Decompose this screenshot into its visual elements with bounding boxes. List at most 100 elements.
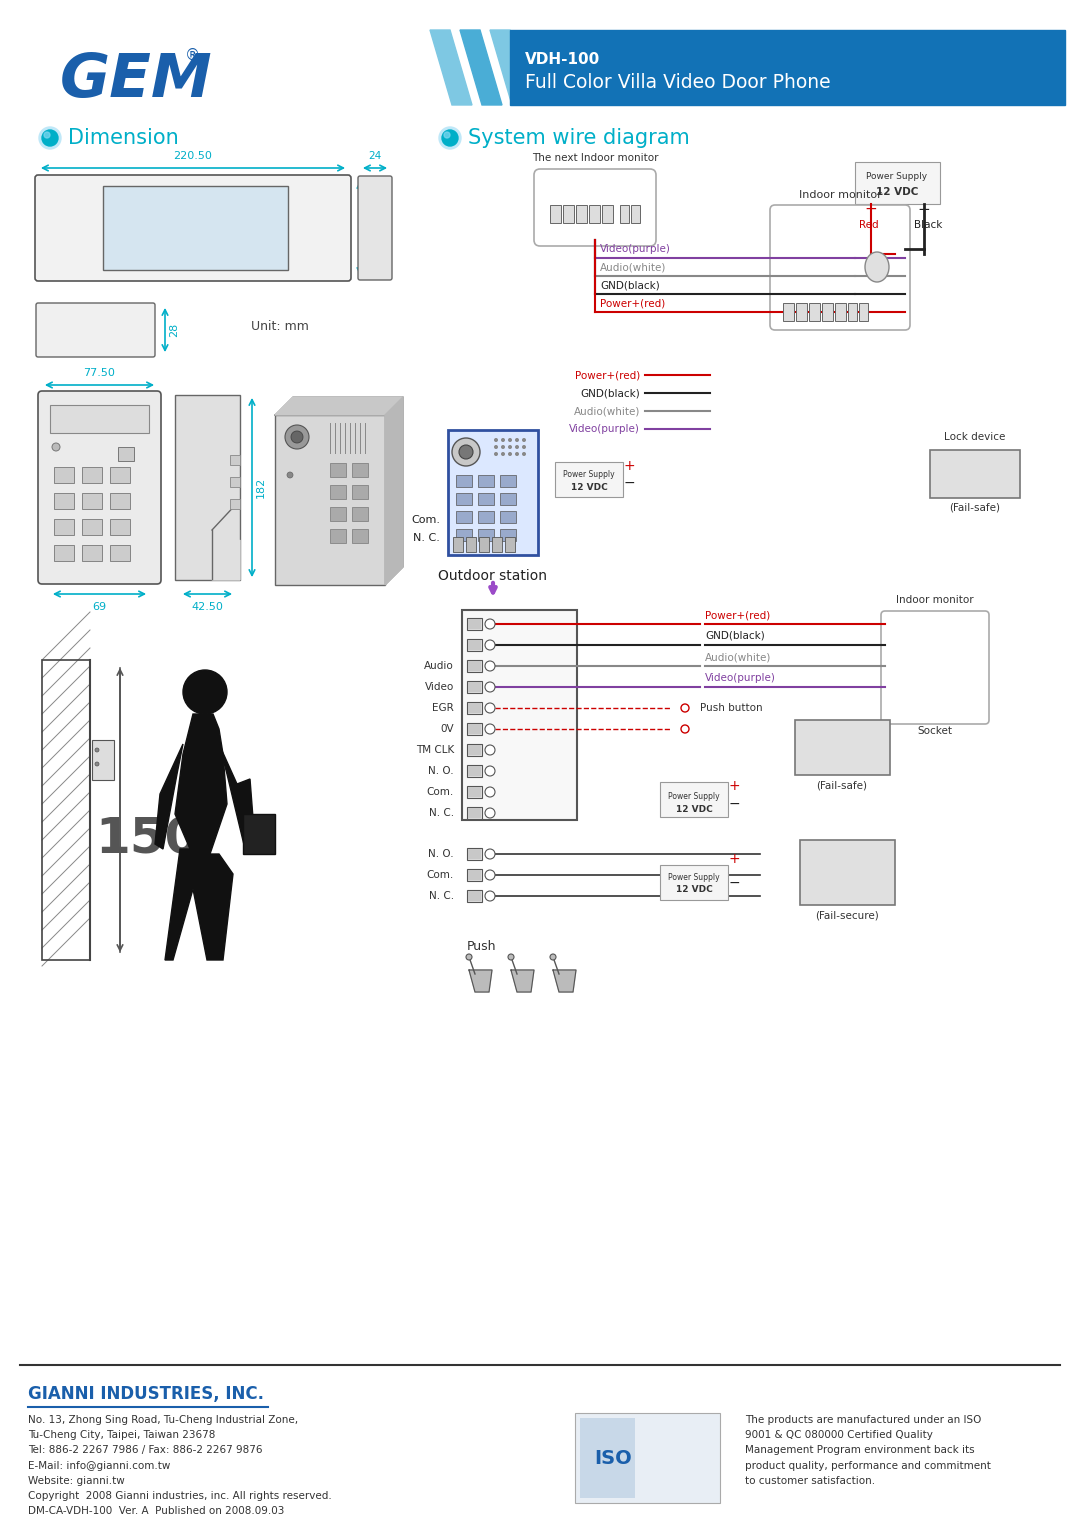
Bar xyxy=(505,538,515,551)
Bar xyxy=(809,302,820,321)
Bar xyxy=(563,205,573,223)
Circle shape xyxy=(501,438,505,441)
Circle shape xyxy=(465,954,472,960)
Polygon shape xyxy=(219,744,255,849)
Bar xyxy=(118,447,134,461)
Bar xyxy=(467,806,482,818)
Text: 77.50: 77.50 xyxy=(83,368,114,379)
Text: GND(black): GND(black) xyxy=(580,388,640,399)
Bar xyxy=(54,493,75,508)
Polygon shape xyxy=(175,715,227,854)
Bar xyxy=(468,683,481,692)
Text: −: − xyxy=(623,476,635,490)
Text: Indoor monitor: Indoor monitor xyxy=(798,189,881,200)
Bar xyxy=(448,431,538,554)
Text: Outdoor station: Outdoor station xyxy=(438,570,546,583)
Text: 0V: 0V xyxy=(441,724,454,734)
Text: Audio(white): Audio(white) xyxy=(600,263,666,272)
FancyBboxPatch shape xyxy=(38,391,161,583)
Bar xyxy=(467,702,482,715)
Bar xyxy=(352,528,368,544)
Text: System wire diagram: System wire diagram xyxy=(468,128,690,148)
Text: 28: 28 xyxy=(168,322,179,337)
Bar xyxy=(500,528,516,541)
Circle shape xyxy=(501,452,505,457)
Bar xyxy=(110,519,130,534)
FancyBboxPatch shape xyxy=(357,176,392,279)
FancyBboxPatch shape xyxy=(534,169,656,246)
Bar xyxy=(453,538,463,551)
Bar xyxy=(456,512,472,524)
Bar xyxy=(54,519,75,534)
Bar xyxy=(492,538,502,551)
Bar xyxy=(468,890,481,901)
Bar xyxy=(50,405,149,434)
Ellipse shape xyxy=(865,252,889,282)
Circle shape xyxy=(485,618,495,629)
Bar xyxy=(848,302,858,321)
Text: (Fail-safe): (Fail-safe) xyxy=(816,780,867,791)
Bar xyxy=(468,640,481,651)
Polygon shape xyxy=(165,849,233,960)
Circle shape xyxy=(485,724,495,734)
Text: Video(purple): Video(purple) xyxy=(569,425,640,434)
Bar xyxy=(580,1419,635,1498)
Bar xyxy=(54,467,75,483)
Ellipse shape xyxy=(39,127,60,150)
Text: 12 VDC: 12 VDC xyxy=(676,886,713,893)
Bar xyxy=(589,205,600,223)
Polygon shape xyxy=(511,970,534,993)
Text: 12 VDC: 12 VDC xyxy=(570,483,607,492)
Circle shape xyxy=(485,767,495,776)
Bar xyxy=(175,395,240,580)
Polygon shape xyxy=(469,970,492,993)
Text: −: − xyxy=(918,202,930,217)
Circle shape xyxy=(508,452,512,457)
Text: N. C.: N. C. xyxy=(414,533,440,544)
Text: Com.: Com. xyxy=(427,870,454,880)
Bar xyxy=(330,507,346,521)
Bar xyxy=(330,463,346,476)
Bar xyxy=(478,475,494,487)
Circle shape xyxy=(485,890,495,901)
Circle shape xyxy=(515,452,519,457)
Text: Audio: Audio xyxy=(424,661,454,670)
Bar xyxy=(467,869,482,881)
Bar xyxy=(230,476,240,487)
Text: Video: Video xyxy=(424,683,454,692)
Text: N. O.: N. O. xyxy=(429,849,454,860)
Text: +: + xyxy=(728,779,740,793)
Text: Unit: mm: Unit: mm xyxy=(251,321,309,333)
Bar xyxy=(468,786,481,797)
Bar xyxy=(456,493,472,505)
Bar xyxy=(660,864,728,899)
Text: 12 VDC: 12 VDC xyxy=(676,805,713,814)
Bar xyxy=(330,528,346,544)
Ellipse shape xyxy=(42,130,58,147)
Text: Video(purple): Video(purple) xyxy=(600,244,671,253)
Bar xyxy=(352,486,368,499)
Ellipse shape xyxy=(44,131,50,137)
Text: Video(purple): Video(purple) xyxy=(705,673,775,683)
Text: Socket: Socket xyxy=(918,725,953,736)
Bar xyxy=(465,538,476,551)
Text: 24: 24 xyxy=(368,151,381,160)
Circle shape xyxy=(485,745,495,754)
Bar xyxy=(103,186,288,270)
Bar xyxy=(660,782,728,817)
Text: No. 13, Zhong Sing Road, Tu-Cheng Industrial Zone,
Tu-Cheng City, Taipei, Taiwan: No. 13, Zhong Sing Road, Tu-Cheng Indust… xyxy=(28,1416,332,1516)
Bar xyxy=(468,745,481,754)
Text: Power+(red): Power+(red) xyxy=(575,370,640,380)
Text: −: − xyxy=(728,876,740,890)
Bar xyxy=(783,302,794,321)
Bar xyxy=(82,493,102,508)
Text: Audio(white): Audio(white) xyxy=(705,652,771,663)
Polygon shape xyxy=(490,31,532,105)
Text: GEM: GEM xyxy=(60,50,213,110)
Circle shape xyxy=(485,702,495,713)
Polygon shape xyxy=(212,541,240,580)
Bar xyxy=(575,1412,720,1503)
Text: VDH-100: VDH-100 xyxy=(525,52,600,67)
Text: 110: 110 xyxy=(364,217,374,238)
Bar xyxy=(467,765,482,777)
